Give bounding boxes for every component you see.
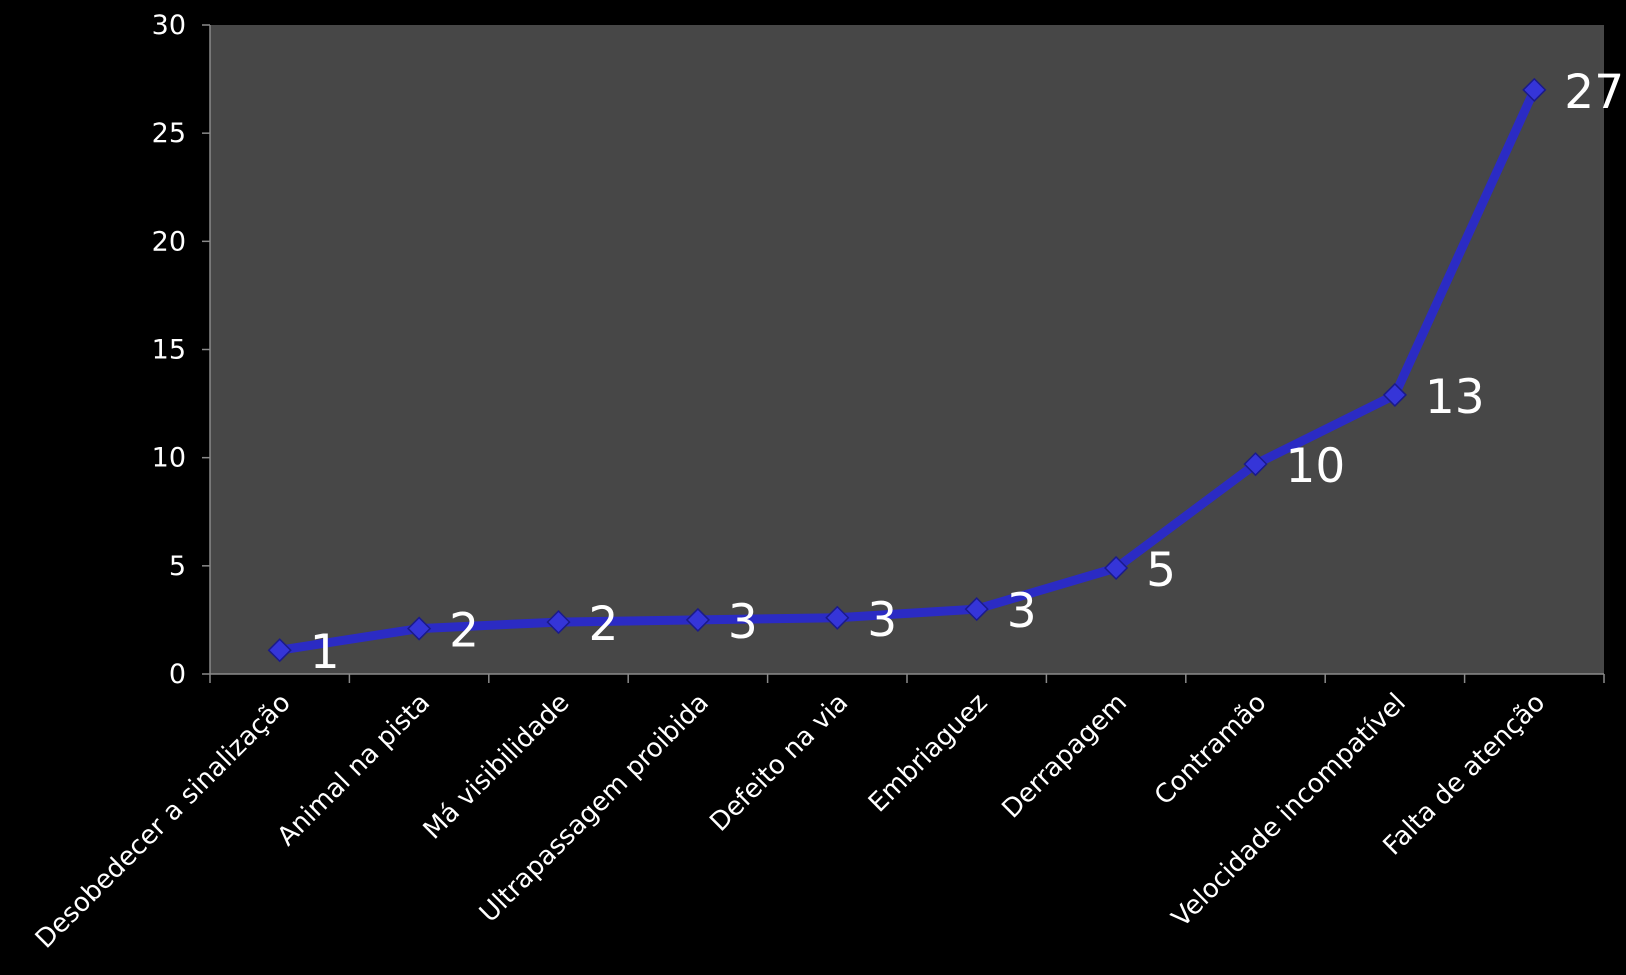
data-labels: 1 2 2 3 3 3 5 10 13 27 bbox=[310, 65, 1624, 680]
data-label: 1 bbox=[310, 625, 340, 680]
data-label: 27 bbox=[1564, 65, 1624, 120]
y-tick-label: 5 bbox=[169, 551, 186, 582]
y-tick-label: 0 bbox=[169, 659, 186, 690]
data-point-marker bbox=[1243, 452, 1268, 477]
series bbox=[275, 85, 1539, 655]
y-tick-label: 30 bbox=[152, 10, 186, 41]
data-label: 3 bbox=[1007, 584, 1037, 639]
data-label: 13 bbox=[1425, 370, 1485, 425]
data-point-marker bbox=[407, 616, 432, 641]
y-tick-label: 10 bbox=[152, 443, 186, 474]
series-markers bbox=[267, 77, 1547, 663]
data-point-marker bbox=[1522, 77, 1547, 102]
data-label: 2 bbox=[589, 597, 619, 652]
data-point-marker bbox=[1382, 382, 1407, 407]
data-label: 2 bbox=[449, 604, 479, 659]
data-point-marker bbox=[267, 638, 292, 663]
data-point-marker bbox=[685, 607, 710, 632]
data-point-marker bbox=[1104, 555, 1129, 581]
y-tick-label: 15 bbox=[152, 335, 186, 366]
data-point-marker bbox=[825, 605, 850, 630]
data-label: 10 bbox=[1286, 439, 1346, 494]
data-label: 3 bbox=[728, 595, 758, 650]
y-tick-label: 20 bbox=[152, 226, 186, 257]
y-axis-ticks: 0 5 10 15 20 25 30 bbox=[152, 10, 210, 690]
data-label: 5 bbox=[1146, 543, 1176, 598]
plot-area bbox=[210, 25, 1604, 674]
y-tick-label: 25 bbox=[152, 118, 186, 149]
data-point-marker bbox=[546, 610, 571, 635]
data-point-marker bbox=[964, 597, 989, 622]
data-label: 3 bbox=[867, 593, 897, 648]
series-line bbox=[275, 85, 1539, 655]
